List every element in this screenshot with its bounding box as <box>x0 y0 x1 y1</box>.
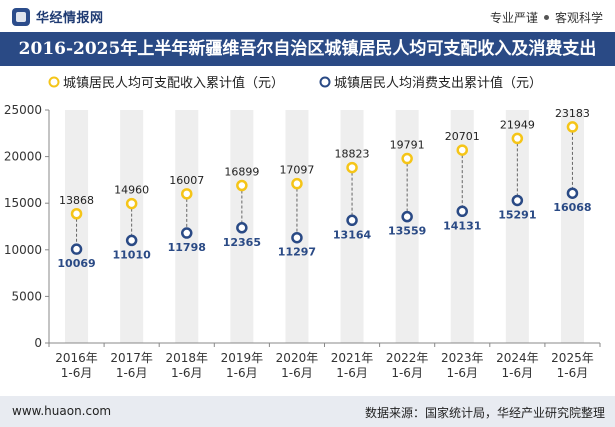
expense-point <box>346 214 358 227</box>
x-tick-label-period: 1-6月 <box>226 366 258 380</box>
x-tick-label-period: 1-6月 <box>116 366 148 380</box>
income-value-label: 13868 <box>59 194 94 207</box>
income-value-label: 16899 <box>224 166 259 179</box>
expense-point <box>236 222 248 234</box>
bullet-icon <box>543 15 549 20</box>
y-tick-label: 0 <box>34 336 42 350</box>
expense-value-label: 12365 <box>223 236 261 249</box>
x-tick-label-period: 1-6月 <box>61 366 93 380</box>
y-tick-label: 25000 <box>4 103 42 117</box>
expense-value-label: 15291 <box>498 208 536 221</box>
income-point <box>291 177 303 190</box>
y-tick-label: 15000 <box>4 196 42 210</box>
y-tick-label: 20000 <box>4 150 42 164</box>
expense-value-label: 16068 <box>553 201 591 214</box>
income-value-label: 23183 <box>555 107 590 120</box>
logo-icon <box>12 7 30 26</box>
chart-title: 2016-2025年上半年新疆维吾尔自治区城镇居民人均可支配收入及消费支出 <box>0 32 615 66</box>
expense-point <box>456 205 468 218</box>
y-tick-label: 10000 <box>4 243 42 257</box>
expense-point <box>291 231 303 244</box>
x-tick-label-year: 2022年 <box>386 351 429 365</box>
x-tick-label-year: 2025年 <box>551 351 594 365</box>
x-tick-label-period: 1-6月 <box>171 366 203 380</box>
expense-value-label: 13559 <box>388 225 426 238</box>
x-tick-label-year: 2024年 <box>496 351 539 365</box>
x-tick-label-year: 2019年 <box>221 351 264 365</box>
expense-value-label: 11297 <box>278 246 316 259</box>
expense-point <box>566 187 579 199</box>
income-value-label: 18823 <box>335 148 370 161</box>
brand-name: 华经情报网 <box>36 11 104 26</box>
x-tick-label-period: 1-6月 <box>557 366 589 380</box>
brand[interactable]: 华经情报网 <box>12 7 104 26</box>
slogan-tag-2: 客观科学 <box>554 11 603 25</box>
income-value-label: 20701 <box>445 130 480 143</box>
income-value-label: 17097 <box>279 164 314 177</box>
footer-url[interactable]: www.huaon.com <box>12 404 112 418</box>
expense-point <box>70 243 83 255</box>
expense-value-label: 14131 <box>443 219 481 232</box>
top-bar: 华经情报网 专业严谨 客观科学 <box>0 0 615 32</box>
income-point <box>70 208 83 220</box>
chart-area: 城镇居民人均可支配收入累计值（元） 城镇居民人均消费支出累计值（元） 0 5000 10… <box>4 75 601 380</box>
expense-point <box>125 234 138 247</box>
footer: www.huaon.com 数据来源：国家统计局，华经产业研究院整理 <box>0 396 615 427</box>
expense-point <box>511 194 524 207</box>
x-tick-label-year: 2016年 <box>55 351 98 365</box>
x-tick-label-year: 2017年 <box>110 351 153 365</box>
income-point <box>125 197 138 210</box>
income-value-label: 16007 <box>169 174 204 187</box>
income-point <box>401 152 413 165</box>
x-tick-label-period: 1-6月 <box>336 366 368 380</box>
slogan: 专业严谨 客观科学 <box>490 9 603 26</box>
expense-value-label: 13164 <box>333 228 372 241</box>
x-tick-label-year: 2021年 <box>331 351 374 365</box>
income-point <box>236 179 248 192</box>
x-tick-label-period: 1-6月 <box>391 366 423 380</box>
category-band <box>560 110 584 343</box>
expense-value-label: 11798 <box>168 241 206 254</box>
expense-point <box>401 210 413 223</box>
x-tick-label-year: 2018年 <box>165 351 208 365</box>
y-tick-label: 5000 <box>11 289 42 303</box>
expense-value-label: 10069 <box>57 257 95 270</box>
income-value-label: 19791 <box>390 139 425 152</box>
expense-value-label: 11010 <box>113 248 152 261</box>
x-tick-label-year: 2023年 <box>441 351 484 365</box>
income-point <box>566 121 579 133</box>
category-band <box>395 110 419 343</box>
slogan-tag-1: 专业严谨 <box>489 11 538 25</box>
income-value-label: 14960 <box>114 184 149 197</box>
income-point <box>511 132 524 145</box>
income-point <box>346 161 358 174</box>
legend-label-expense: 城镇居民人均消费支出累计值（元） <box>334 75 542 91</box>
x-tick-label-period: 1-6月 <box>446 366 478 380</box>
category-band <box>340 110 364 343</box>
legend-marker-income <box>48 76 60 88</box>
income-point <box>456 144 468 156</box>
x-tick-label-period: 1-6月 <box>281 366 313 380</box>
legend-label-income: 城镇居民人均可支配收入累计值（元） <box>63 75 284 91</box>
expense-point <box>181 227 193 239</box>
category-band <box>505 110 529 343</box>
data-source: 数据来源：国家统计局，华经产业研究院整理 <box>364 406 605 420</box>
x-tick-label-period: 1-6月 <box>502 366 534 380</box>
income-value-label: 21949 <box>500 118 535 131</box>
income-point <box>181 188 193 200</box>
category-band <box>450 110 474 343</box>
x-tick-label-year: 2020年 <box>276 351 319 365</box>
legend-marker-expense <box>319 76 331 88</box>
